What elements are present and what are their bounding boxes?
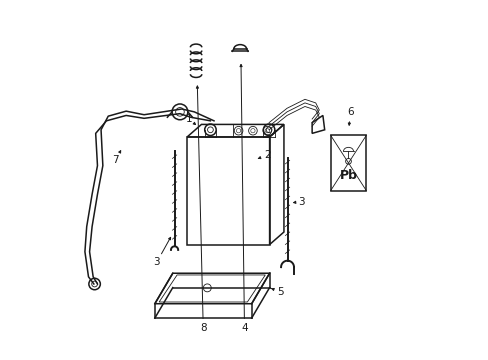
Text: 5: 5 [277, 287, 283, 297]
Text: 4: 4 [241, 324, 247, 333]
Text: 8: 8 [200, 324, 206, 333]
Text: 3: 3 [298, 197, 305, 207]
Text: 1: 1 [185, 114, 192, 124]
Text: 6: 6 [346, 107, 353, 117]
Text: 2: 2 [264, 150, 270, 160]
Text: 7: 7 [112, 155, 119, 165]
Text: 3: 3 [153, 257, 160, 267]
Text: Pb: Pb [339, 169, 357, 182]
